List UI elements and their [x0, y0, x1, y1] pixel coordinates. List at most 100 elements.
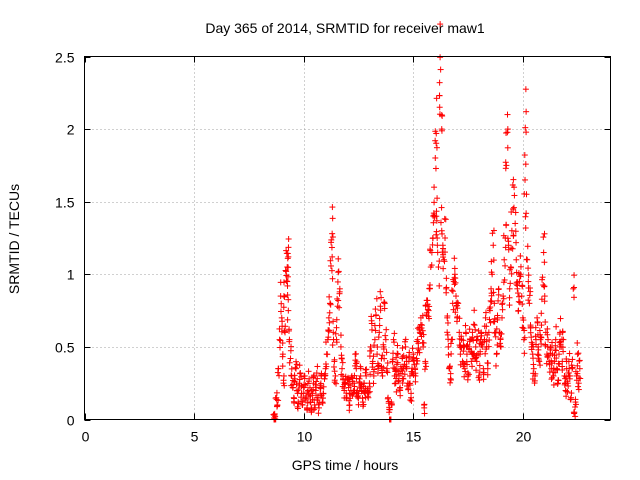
data-point — [284, 273, 291, 280]
data-point — [521, 350, 528, 357]
data-point — [393, 388, 400, 395]
data-point — [374, 344, 381, 351]
data-point — [443, 289, 450, 296]
data-point — [415, 340, 422, 347]
y-tick-label: 0 — [67, 413, 75, 429]
data-point — [330, 318, 337, 325]
data-point — [330, 329, 337, 336]
data-point — [523, 210, 530, 217]
data-point — [368, 320, 375, 327]
data-point — [278, 300, 285, 307]
data-point — [476, 362, 483, 369]
data-point — [337, 343, 344, 350]
data-point — [432, 165, 439, 172]
data-point — [381, 305, 388, 312]
data-point — [525, 278, 532, 285]
data-point — [498, 330, 505, 337]
data-point — [339, 365, 346, 372]
data-point — [293, 361, 300, 368]
data-point — [397, 392, 404, 399]
data-point — [302, 395, 309, 402]
data-point — [547, 344, 554, 351]
data-point — [329, 234, 336, 241]
data-point — [440, 256, 447, 263]
data-point — [437, 66, 444, 73]
data-point — [280, 304, 287, 311]
data-point — [276, 336, 283, 343]
data-point — [381, 300, 388, 307]
data-point — [433, 217, 440, 224]
data-point — [285, 253, 292, 260]
data-point — [522, 86, 529, 93]
data-point — [523, 129, 530, 136]
data-point — [537, 362, 544, 369]
data-point — [357, 372, 364, 379]
data-point — [552, 342, 559, 349]
data-point — [572, 413, 579, 420]
data-point — [357, 365, 364, 372]
data-point — [329, 215, 336, 222]
data-point — [376, 329, 383, 336]
data-point — [440, 265, 447, 272]
data-point — [355, 401, 362, 408]
data-point — [335, 297, 342, 304]
data-point — [504, 111, 511, 118]
data-point — [565, 382, 572, 389]
data-point — [374, 370, 381, 377]
data-point — [441, 258, 448, 265]
data-point — [434, 242, 441, 249]
data-point — [442, 235, 449, 241]
data-point — [439, 112, 446, 119]
data-point — [488, 285, 495, 292]
data-point — [399, 380, 406, 387]
data-point — [408, 397, 415, 404]
data-point — [553, 355, 560, 362]
data-point — [549, 339, 556, 346]
data-point — [327, 262, 334, 269]
data-point — [283, 277, 290, 284]
data-point — [432, 137, 439, 144]
data-point — [445, 351, 452, 358]
data-point — [552, 347, 559, 354]
data-point — [372, 327, 379, 334]
data-point — [550, 372, 557, 379]
data-point — [286, 359, 293, 366]
data-point — [327, 257, 334, 264]
data-point — [497, 336, 504, 343]
data-point — [279, 340, 286, 347]
data-point — [324, 351, 331, 358]
data-point — [373, 295, 380, 302]
data-point — [406, 349, 413, 356]
data-point — [315, 410, 322, 417]
data-point — [433, 95, 440, 102]
data-point — [425, 307, 432, 314]
data-point — [503, 130, 510, 137]
data-point — [503, 221, 510, 228]
x-tick-label: 20 — [516, 429, 532, 445]
data-point — [349, 391, 356, 398]
data-point — [339, 359, 346, 366]
data-point — [480, 371, 487, 378]
data-point — [448, 350, 455, 357]
data-point — [444, 329, 451, 336]
data-point — [526, 300, 533, 307]
data-point — [377, 288, 384, 295]
data-point — [528, 334, 535, 341]
data-point — [465, 371, 472, 378]
data-point — [424, 306, 431, 313]
data-point — [501, 256, 508, 263]
data-point — [317, 385, 324, 392]
data-point — [419, 339, 426, 346]
data-point — [471, 307, 478, 314]
data-point — [282, 267, 289, 274]
data-point — [301, 381, 308, 388]
data-point — [464, 370, 471, 377]
data-point — [553, 323, 560, 330]
data-point — [499, 301, 506, 308]
chart-title: Day 365 of 2014, SRMTID for receiver maw… — [205, 20, 485, 36]
data-point — [437, 21, 444, 28]
data-point — [519, 324, 526, 331]
data-point — [438, 204, 445, 211]
data-point — [538, 322, 545, 329]
data-point — [402, 363, 409, 370]
